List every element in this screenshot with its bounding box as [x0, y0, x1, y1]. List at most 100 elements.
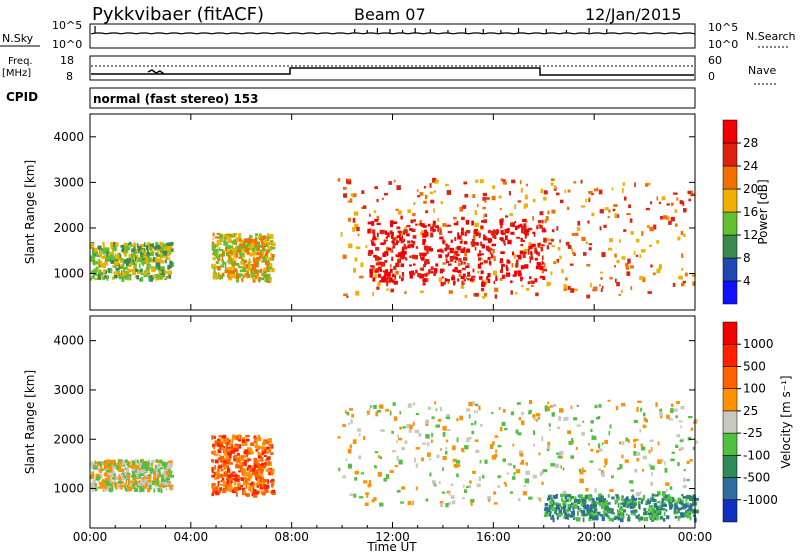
cell [593, 435, 597, 441]
cell [694, 497, 699, 501]
cell [517, 273, 522, 277]
cell [687, 510, 692, 514]
cell [127, 470, 129, 475]
cell [383, 275, 387, 280]
cell [437, 227, 439, 233]
cell [248, 458, 252, 461]
cell [445, 258, 448, 261]
cell [120, 257, 124, 261]
cell [609, 276, 613, 280]
cell [379, 404, 384, 409]
cell [565, 516, 569, 520]
cell [264, 488, 268, 492]
cell [500, 229, 504, 235]
cell [367, 228, 371, 234]
cell [243, 443, 248, 446]
cell [383, 277, 388, 280]
cell [221, 272, 225, 277]
cell [452, 445, 456, 451]
cell [435, 179, 439, 184]
cell [668, 502, 671, 507]
cell [428, 269, 431, 274]
cell [680, 425, 682, 429]
cell [100, 273, 103, 277]
cell [474, 420, 477, 425]
cell [591, 193, 594, 196]
cell [241, 470, 244, 476]
cell [495, 277, 498, 281]
cell [505, 264, 508, 269]
velocity-frame [89, 315, 696, 529]
cell [627, 505, 629, 508]
cell [480, 241, 483, 247]
cell [361, 190, 365, 194]
cell [258, 277, 260, 283]
cell [645, 207, 650, 211]
cell [126, 474, 131, 479]
cell [433, 190, 436, 193]
cell [483, 219, 488, 224]
cell [534, 249, 538, 254]
cell [104, 466, 109, 469]
cell [256, 260, 260, 265]
cell [463, 181, 468, 185]
cell [487, 273, 491, 278]
cell [226, 480, 230, 485]
cell [473, 230, 477, 235]
cell [104, 460, 107, 463]
cell [424, 260, 427, 265]
cell [389, 470, 394, 473]
cell [265, 469, 271, 472]
cell [128, 243, 131, 246]
cell [412, 235, 417, 239]
cell [245, 245, 249, 248]
cell [246, 270, 249, 276]
cell [399, 411, 401, 415]
cell [572, 251, 575, 255]
cell [535, 419, 538, 422]
cell [460, 231, 464, 236]
cell [633, 439, 636, 443]
cell [561, 269, 564, 274]
cell [256, 244, 260, 247]
cell [135, 480, 138, 485]
cell [674, 503, 677, 507]
cell [261, 240, 264, 245]
cell [656, 510, 661, 513]
cell [229, 454, 232, 459]
cell [598, 404, 602, 408]
cell [227, 238, 232, 244]
cell [432, 177, 437, 183]
station-title: Pykkvibaer (fitACF) [92, 4, 264, 25]
cell [347, 178, 351, 181]
cell [663, 503, 667, 508]
cell [395, 270, 399, 275]
cell [576, 404, 579, 407]
nsky-tick-bottom: 10^0 [52, 38, 82, 51]
cell [619, 239, 621, 243]
cell [451, 500, 456, 505]
cell [213, 269, 216, 273]
cell [636, 458, 640, 462]
cell [570, 405, 573, 410]
cell [474, 403, 479, 407]
cell [536, 250, 538, 255]
cell [395, 254, 400, 257]
cell [573, 499, 577, 504]
cell [688, 513, 692, 516]
cell [521, 226, 524, 230]
cell [523, 248, 528, 254]
cell [604, 501, 609, 507]
cell [556, 452, 561, 455]
cell [420, 267, 425, 271]
cell [268, 443, 273, 447]
cell [264, 277, 269, 283]
cell [510, 231, 515, 235]
cell [589, 460, 593, 463]
cell [361, 206, 365, 209]
cell [129, 269, 132, 272]
cell [415, 447, 420, 450]
cell [371, 221, 375, 226]
cell [600, 277, 603, 280]
cell [601, 252, 606, 258]
